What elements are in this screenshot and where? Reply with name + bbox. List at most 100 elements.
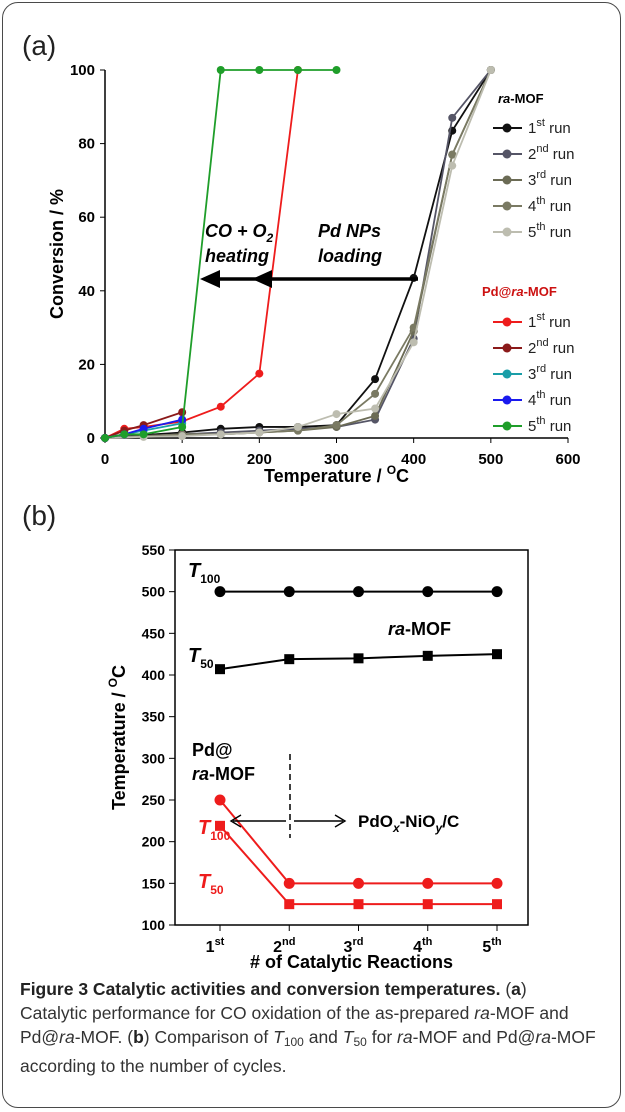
- caption-ra-1: ra: [474, 1003, 490, 1023]
- caption-text-a3: -MOF. (: [74, 1027, 134, 1047]
- legend-label-a-4: 5th run: [528, 221, 571, 241]
- series-point-b-0: [422, 586, 434, 598]
- arrow-heating-head: [200, 270, 220, 288]
- legend-marker-a-7: [502, 369, 512, 379]
- series-line-a-6: [104, 411, 183, 439]
- legend-label-a-6: 2nd run: [528, 337, 574, 357]
- legend-marker-a-4: [502, 227, 512, 237]
- series-point-b-2: [214, 794, 226, 806]
- series-point-a-9: [255, 66, 264, 74]
- y-axis-label-b: Temperature / OC: [106, 665, 129, 810]
- series-point-b-1: [284, 654, 295, 665]
- legend-label-a-3: 4th run: [528, 195, 571, 215]
- series-point-a-3: [371, 389, 380, 398]
- series-point-b-0: [283, 586, 295, 598]
- series-point-b-2: [491, 877, 503, 889]
- legend-marker-a-0: [502, 123, 512, 133]
- series-point-b-0: [214, 586, 226, 598]
- series-point-b-0: [491, 586, 503, 598]
- annotation-pd-at: Pd@: [192, 740, 233, 760]
- figure-caption: Figure 3 Catalytic activities and conver…: [20, 979, 596, 1076]
- series-point-a-9: [101, 434, 109, 442]
- series-point-b-3: [422, 899, 433, 910]
- legend-label-a-8: 4th run: [528, 389, 571, 409]
- y-tick-label-b: 550: [142, 542, 166, 558]
- x-tick-label-a: 400: [401, 451, 426, 468]
- annotation-heating: heating: [205, 246, 269, 266]
- y-axis-label-a: Conversion / %: [47, 189, 67, 319]
- series-point-b-1: [422, 650, 433, 661]
- arrow-right-head: [334, 814, 347, 828]
- series-point-b-2: [283, 877, 295, 889]
- caption-a-label: a: [511, 979, 521, 999]
- legend-title-a-1: Pd@ra-MOF: [482, 284, 557, 299]
- y-tick-label-b: 450: [142, 625, 166, 641]
- series-point-a-5: [255, 369, 264, 378]
- caption-ra-3: ra: [397, 1027, 413, 1047]
- legend-label-a-7: 3rd run: [528, 363, 572, 383]
- caption-text-a1: Catalytic performance for CO oxidation o…: [20, 1003, 475, 1023]
- caption-text-a2: -MOF and Pd@: [20, 1003, 569, 1047]
- y-tick-label-b: 250: [142, 792, 166, 808]
- series-point-a-9: [216, 66, 225, 74]
- y-tick-label-a: 60: [78, 209, 95, 226]
- x-tick-label-a: 500: [478, 451, 503, 468]
- annotation-ra-mof: ra-MOF: [388, 619, 451, 639]
- annotation-pd-ra-mof: ra-MOF: [192, 764, 255, 784]
- y-tick-label-b: 200: [142, 834, 166, 850]
- series-point-b-1: [492, 649, 502, 660]
- x-tick-label-b: 5th: [482, 936, 502, 956]
- x-tick-label-b: 3rd: [344, 936, 364, 956]
- chart-b: (b) 100 150 200 250 300 350 400 450 500 550 1st 2nd 3…: [22, 500, 529, 972]
- series-point-a-4: [371, 404, 380, 413]
- series-point-a-9: [120, 430, 129, 439]
- arrow-left-head: [229, 814, 242, 828]
- caption-text-b4: -MOF according to the number of cycles.: [20, 1027, 596, 1076]
- legend-label-a-0: 1st run: [528, 117, 571, 137]
- x-tick-label-a: 100: [170, 451, 195, 468]
- legend-marker-a-2: [502, 175, 512, 185]
- y-tick-label-b: 100: [142, 917, 166, 933]
- series-point-a-9: [332, 66, 341, 74]
- caption-t-2: T: [342, 1027, 354, 1047]
- caption-text-b3: -MOF and Pd@: [412, 1027, 536, 1047]
- caption-text-b2: for: [366, 1027, 398, 1047]
- annotation-loading: loading: [318, 246, 382, 266]
- x-tick-label-b: 2nd: [273, 936, 295, 956]
- series-point-a-9: [139, 430, 148, 439]
- series-point-a-4: [293, 422, 302, 431]
- series-point-a-8: [139, 424, 148, 433]
- y-tick-label-b: 300: [142, 750, 166, 766]
- series-point-a-2: [371, 411, 380, 420]
- y-tick-label-b: 500: [142, 584, 166, 600]
- x-tick-label-a: 600: [555, 451, 580, 468]
- y-tick-label-b: 400: [142, 667, 166, 683]
- series-point-a-3: [332, 421, 341, 430]
- x-tick-label-b: 4th: [413, 936, 433, 956]
- series-point-b-2: [353, 877, 364, 889]
- caption-b-label: b: [133, 1027, 144, 1047]
- caption-and: and: [303, 1027, 343, 1047]
- series-point-a-4: [216, 430, 225, 439]
- series-point-a-4: [332, 410, 341, 419]
- series-label-b-3: T50: [198, 871, 224, 897]
- legend-marker-a-6: [502, 343, 512, 353]
- series-label-b-2: T100: [198, 817, 231, 843]
- panel-label-b: (b): [22, 500, 56, 531]
- series-point-a-5: [216, 402, 225, 411]
- series-point-a-3: [448, 150, 457, 159]
- caption-sub-100: 100: [283, 1035, 304, 1049]
- y-tick-label-a: 80: [78, 136, 95, 153]
- series-point-b-3: [492, 899, 502, 910]
- chart-a: (a) 0 100 200 300 400 500 600 0 20 40 60 80 100 Temper…: [22, 30, 581, 486]
- legend-label-a-2: 3rd run: [528, 169, 572, 189]
- series-point-a-4: [448, 161, 457, 170]
- series-point-b-3: [353, 899, 364, 910]
- series-point-a-9: [293, 66, 302, 74]
- series-point-b-1: [215, 664, 225, 675]
- legend-label-a-5: 1st run: [528, 311, 571, 331]
- x-tick-label-a: 200: [247, 451, 272, 468]
- annotation-co-o2: CO + O2: [205, 221, 274, 245]
- x-tick-label-a: 300: [324, 451, 349, 468]
